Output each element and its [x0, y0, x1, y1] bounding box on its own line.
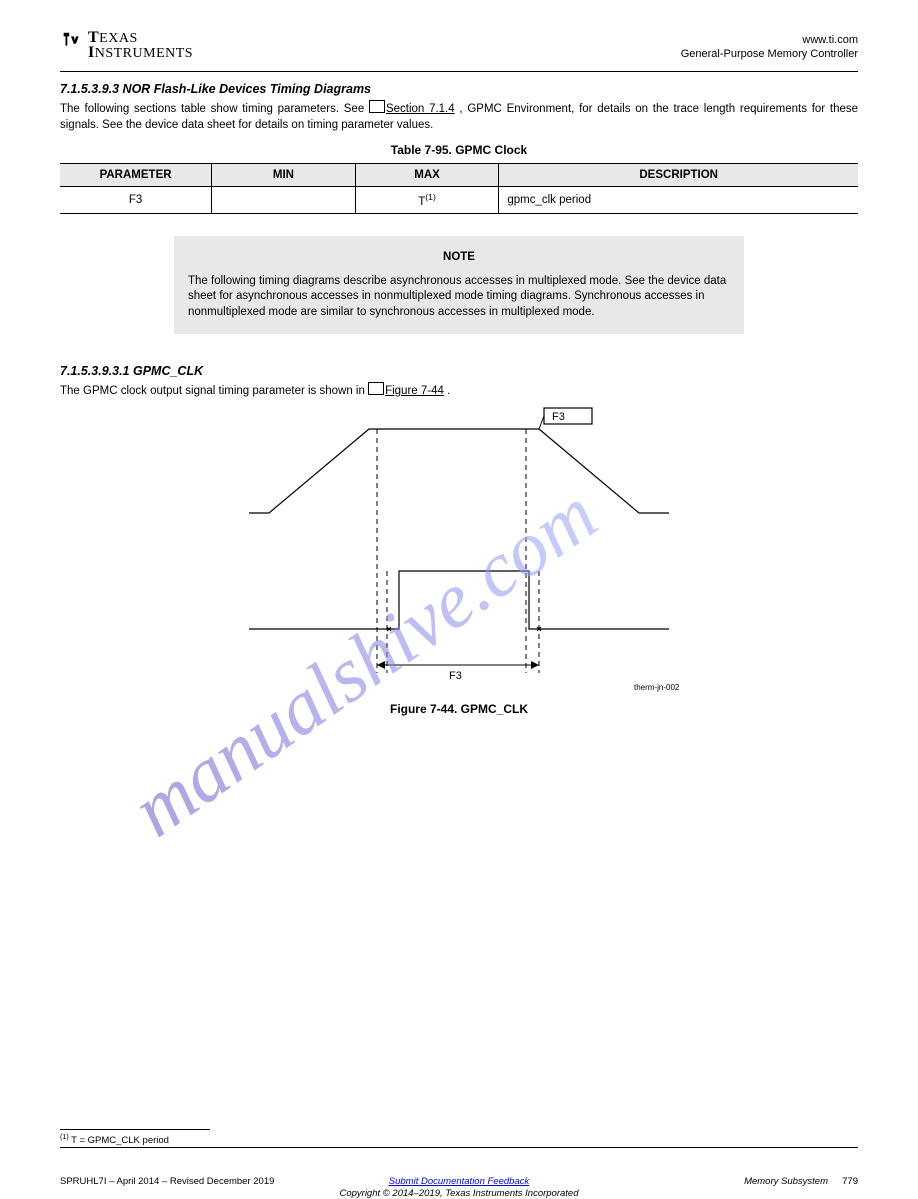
table-row: F3 T(1) gpmc_clk period	[60, 187, 858, 214]
td-param: F3	[60, 187, 212, 214]
bottom-rule	[60, 1147, 858, 1148]
section-title-2: 7.1.5.3.9.3.1 GPMC_CLK	[60, 364, 858, 378]
figure-intro-after: .	[447, 385, 450, 397]
header-link[interactable]: www.ti.com	[802, 34, 858, 46]
top-rule	[60, 71, 858, 72]
td-desc: gpmc_clk period	[499, 187, 858, 214]
th-max: MAX	[355, 164, 499, 187]
timing-diagram: F3 F3 therm-jn-002	[229, 405, 689, 695]
footnote-rule	[60, 1129, 210, 1130]
table-gpmc-clock: Table 7-95. GPMC Clock PARAMETER MIN MAX…	[60, 143, 858, 214]
td-max: T(1)	[355, 187, 499, 214]
note-text: The following timing diagrams describe a…	[188, 274, 730, 321]
figure-link[interactable]: Figure 7-44	[368, 385, 444, 397]
table-caption: Table 7-95. GPMC Clock	[60, 143, 858, 163]
figure-intro: The GPMC clock output signal timing para…	[60, 382, 858, 399]
figure-intro-before: The GPMC clock output signal timing para…	[60, 385, 368, 397]
section-link[interactable]: Section 7.1.4	[369, 103, 455, 115]
section-body-1: The following sections table show timing…	[60, 100, 858, 133]
ti-logo-text: TEXAS INSTRUMENTS	[88, 30, 193, 61]
footer-feedback-link[interactable]: Submit Documentation Feedback	[389, 1176, 529, 1187]
footnote: (1) T = GPMC_CLK period	[60, 1133, 169, 1146]
section-title-1: 7.1.5.3.9.3 NOR Flash-Like Devices Timin…	[60, 82, 858, 96]
th-min: MIN	[212, 164, 356, 187]
note-box: NOTE The following timing diagrams descr…	[174, 236, 744, 334]
footer-copyright: Copyright © 2014–2019, Texas Instruments…	[60, 1188, 858, 1199]
header-right: www.ti.com General-Purpose Memory Contro…	[681, 34, 858, 62]
ti-chip-icon	[60, 30, 82, 52]
body-before: The following sections table show timing…	[60, 103, 369, 115]
f3-dim-label: F3	[449, 670, 462, 682]
th-parameter: PARAMETER	[60, 164, 212, 187]
figure-caption: Figure 7-44. GPMC_CLK	[60, 702, 858, 716]
figure-id: therm-jn-002	[634, 683, 680, 692]
table-header-row: PARAMETER MIN MAX DESCRIPTION	[60, 164, 858, 187]
td-min	[212, 187, 356, 214]
f3-box-label: F3	[552, 411, 565, 423]
note-title: NOTE	[188, 250, 730, 266]
th-description: DESCRIPTION	[499, 164, 858, 187]
header-subtitle: General-Purpose Memory Controller	[681, 48, 858, 62]
figure: F3 F3 therm-jn-002 Figure 7-44. GP	[60, 405, 858, 716]
